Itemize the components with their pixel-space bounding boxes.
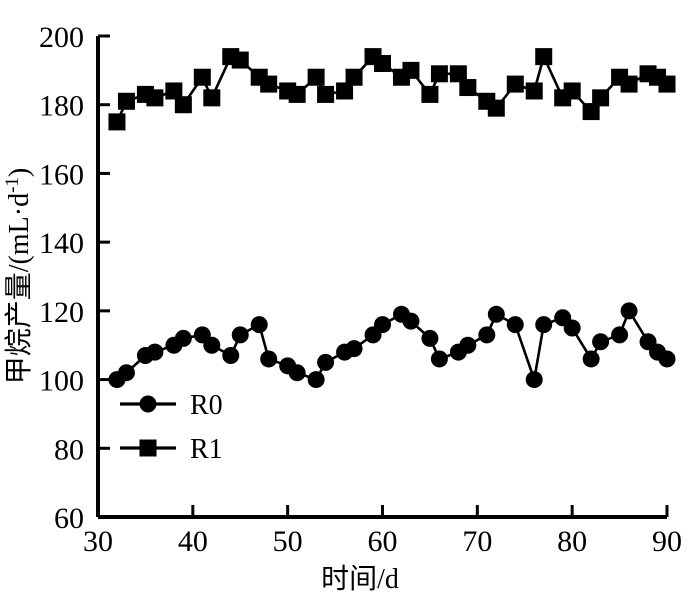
marker-R1-42 bbox=[203, 89, 221, 107]
y-axis-title-text: 甲烷产量/(mL·d-1) bbox=[2, 168, 35, 384]
marker-R0-77 bbox=[535, 316, 553, 334]
marker-R0-47 bbox=[250, 316, 268, 334]
legend-marker-square-R1 bbox=[139, 439, 157, 457]
axes-layer bbox=[96, 34, 669, 519]
marker-R1-76 bbox=[525, 82, 543, 100]
y-tick-label-180: 180 bbox=[39, 90, 84, 123]
marker-R1-66 bbox=[430, 65, 448, 83]
marker-R0-48 bbox=[260, 350, 278, 368]
series-R0 bbox=[108, 302, 676, 389]
marker-R0-36 bbox=[146, 343, 164, 361]
marker-R1-69 bbox=[459, 79, 477, 97]
marker-R1-45 bbox=[231, 51, 249, 69]
marker-R1-60 bbox=[374, 54, 391, 72]
marker-R0-69 bbox=[459, 336, 477, 354]
marker-R0-53 bbox=[307, 371, 325, 389]
marker-R0-66 bbox=[430, 350, 448, 368]
marker-R0-45 bbox=[231, 326, 249, 344]
x-axis-title: 时间/d bbox=[321, 563, 399, 595]
x-tick-label-90: 90 bbox=[652, 525, 682, 558]
marker-R1-54 bbox=[317, 85, 335, 103]
marker-R1-51 bbox=[288, 85, 306, 103]
marker-R1-41 bbox=[193, 68, 211, 86]
marker-R0-74 bbox=[506, 316, 524, 334]
marker-R0-82 bbox=[582, 350, 600, 368]
marker-R0-85 bbox=[611, 326, 629, 344]
marker-R1-53 bbox=[307, 68, 325, 86]
marker-R0-33 bbox=[117, 364, 135, 382]
marker-R0-83 bbox=[592, 333, 610, 351]
y-axis-title-close-paren: ) bbox=[4, 168, 35, 177]
x-tick-label-80: 80 bbox=[557, 525, 587, 558]
y-tick-label-100: 100 bbox=[39, 365, 84, 398]
x-tick-label-40: 40 bbox=[178, 525, 208, 558]
marker-R0-80 bbox=[563, 319, 581, 337]
marker-R1-74 bbox=[506, 75, 524, 93]
marker-R0-86 bbox=[620, 302, 638, 320]
y-axis-title: 甲烷产量/(mL·d-1) bbox=[2, 168, 35, 384]
y-tick-label-60: 60 bbox=[54, 502, 84, 535]
legend-item-R0[interactable]: R0 bbox=[120, 390, 223, 421]
marker-R1-48 bbox=[260, 75, 278, 93]
legend-label-R0: R0 bbox=[190, 390, 223, 421]
y-tick-label-120: 120 bbox=[39, 296, 84, 329]
marker-R0-57 bbox=[345, 340, 363, 358]
y-axis-title-superscript: -1 bbox=[2, 177, 23, 193]
marker-R1-83 bbox=[592, 89, 610, 107]
marker-R1-86 bbox=[620, 75, 638, 93]
marker-R0-54 bbox=[317, 353, 335, 371]
marker-R0-42 bbox=[203, 336, 221, 354]
tick-labels-layer: 60 80 100 120 140 160 180 200 30 40 50 60 70 80 90 bbox=[39, 21, 682, 558]
marker-R0-76 bbox=[525, 371, 543, 389]
marker-R1-80 bbox=[563, 82, 581, 100]
marker-R0-71 bbox=[478, 326, 496, 344]
series-line-R1 bbox=[115, 52, 668, 123]
marker-R1-56 bbox=[336, 82, 354, 100]
y-tick-label-200: 200 bbox=[39, 21, 84, 54]
marker-R1-63 bbox=[402, 61, 420, 79]
marker-R0-63 bbox=[402, 312, 420, 330]
x-tick-label-70: 70 bbox=[462, 525, 492, 558]
x-axis-title-text: 时间/d bbox=[321, 563, 399, 595]
x-tick-label-30: 30 bbox=[83, 525, 113, 558]
marker-R0-72 bbox=[487, 305, 505, 323]
marker-R0-51 bbox=[288, 364, 306, 382]
series-R1 bbox=[108, 48, 676, 131]
x-tick-label-60: 60 bbox=[368, 525, 398, 558]
marker-R1-82 bbox=[582, 103, 600, 121]
legend-item-R1[interactable]: R1 bbox=[120, 434, 223, 465]
y-tick-label-80: 80 bbox=[54, 433, 84, 466]
marker-R0-90 bbox=[658, 350, 676, 368]
marker-R1-72 bbox=[487, 99, 505, 117]
data-series-layer bbox=[108, 48, 676, 389]
legend-label-R1: R1 bbox=[190, 434, 223, 465]
legend-marker-circle-R0 bbox=[139, 395, 157, 413]
marker-R1-90 bbox=[658, 75, 676, 93]
marker-R1-39 bbox=[174, 96, 192, 114]
marker-R0-65 bbox=[421, 329, 439, 347]
marker-R1-65 bbox=[421, 85, 439, 103]
marker-R1-77 bbox=[535, 48, 553, 66]
marker-R0-39 bbox=[174, 329, 192, 347]
marker-R0-60 bbox=[374, 316, 391, 334]
marker-R1-38 bbox=[165, 82, 183, 100]
marker-R1-68 bbox=[449, 65, 467, 83]
y-tick-label-140: 140 bbox=[39, 227, 84, 260]
x-tick-label-50: 50 bbox=[273, 525, 303, 558]
y-tick-label-160: 160 bbox=[39, 158, 84, 191]
marker-R1-32 bbox=[108, 113, 126, 131]
marker-R0-44 bbox=[222, 347, 240, 365]
marker-R1-36 bbox=[146, 89, 164, 107]
y-axis-title-main: 甲烷产量/(mL·d bbox=[3, 193, 35, 384]
marker-R1-33 bbox=[117, 92, 135, 110]
marker-R1-57 bbox=[345, 68, 363, 86]
